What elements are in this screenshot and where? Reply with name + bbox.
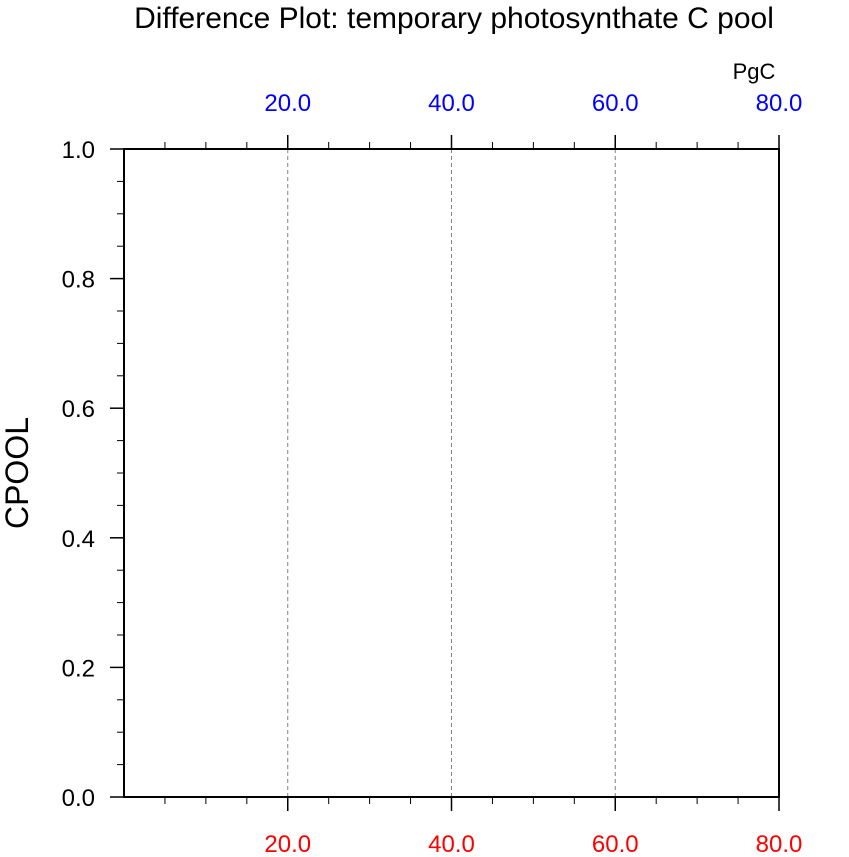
y-tick-label: 0.6 — [62, 396, 95, 423]
major-ticks — [110, 135, 780, 811]
y-tick-label: 0.4 — [62, 526, 95, 553]
x-top-tick-label: 20.0 — [264, 90, 311, 117]
plot-frame — [123, 148, 780, 798]
chart-title: Difference Plot: temporary photosynthate… — [134, 2, 774, 35]
x-top-tick-label: 60.0 — [592, 90, 639, 117]
x-bottom-tick-label: 20.0 — [264, 831, 311, 857]
x-bottom-tick-label: 80.0 — [756, 831, 803, 857]
x-top-tick-labels: 20.0 40.0 60.0 80.0 — [264, 90, 802, 117]
x-top-tick-label: 80.0 — [756, 90, 803, 117]
y-tick-label: 0.8 — [62, 267, 95, 294]
x-top-tick-label: 40.0 — [428, 90, 475, 117]
x-bottom-tick-labels: 20.0 40.0 60.0 80.0 — [264, 831, 802, 857]
units-label: PgC — [733, 59, 776, 84]
x-bottom-tick-label: 60.0 — [592, 831, 639, 857]
y-tick-label: 0.0 — [62, 785, 95, 812]
y-tick-label: 1.0 — [62, 137, 95, 164]
y-tick-label: 0.2 — [62, 655, 95, 682]
x-bottom-tick-label: 40.0 — [428, 831, 475, 857]
gridlines — [287, 149, 616, 797]
minor-ticks — [117, 142, 739, 804]
y-axis-label: CPOOL — [0, 417, 35, 529]
y-tick-labels: 0.0 0.2 0.4 0.6 0.8 1.0 — [62, 137, 95, 812]
